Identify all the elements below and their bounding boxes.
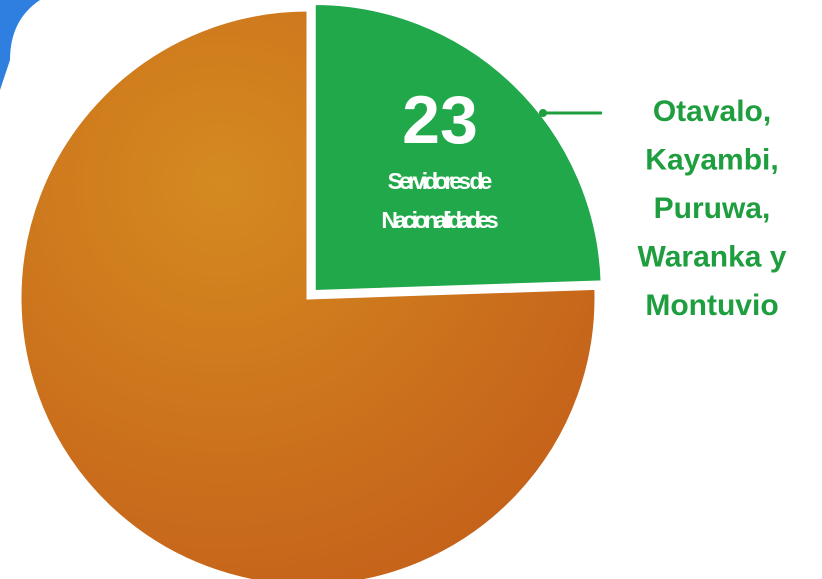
annotation: Otavalo, [653,95,771,128]
annotation: Waranka y [638,240,787,273]
annotation: Puruwa, [654,192,771,225]
decor-shape [0,0,40,90]
slice-label-line: Servidores de [388,168,493,194]
slice-label: Servidores de Nacionalidades [381,168,498,233]
pie-slice [312,2,604,294]
data-label: 23 [402,82,478,158]
pie [18,2,604,579]
pie-slice [18,8,598,579]
slice-label-line: Nacionalidades [381,207,498,233]
labels: 23 Servidores de Nacionalidades Otavalo, Kay… [381,82,786,322]
annotation: Kayambi, [645,143,778,176]
annotation: Montuvio [645,289,778,322]
